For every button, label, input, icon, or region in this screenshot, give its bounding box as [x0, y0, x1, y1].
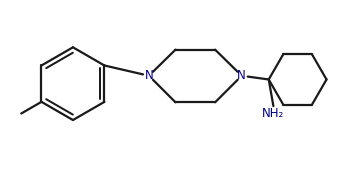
Text: N: N [145, 69, 153, 82]
Text: NH₂: NH₂ [262, 107, 284, 120]
Text: N: N [237, 69, 246, 82]
